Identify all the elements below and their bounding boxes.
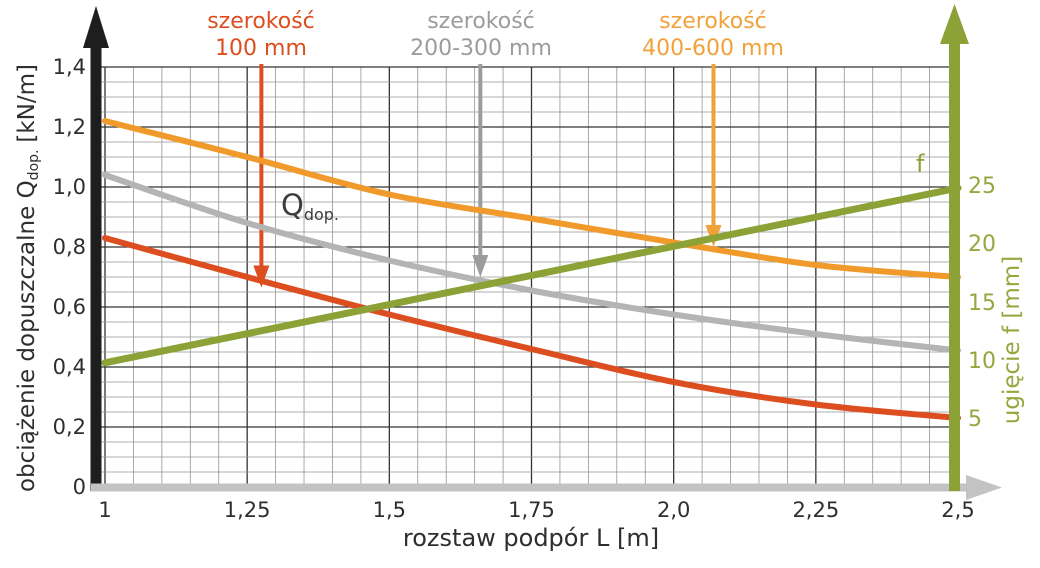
y-right-tick-label: 10 [968, 348, 996, 374]
y-left-tick-label: 1,4 [52, 55, 86, 79]
y-right-tick-label: 15 [968, 290, 996, 316]
annotation-label-1-line2: 200-300 mm [410, 36, 552, 61]
annotation-arrow-1 [472, 64, 489, 277]
curve-szeroko-100-mm [102, 235, 962, 421]
y-axis-right [940, 4, 969, 491]
annotation-label-2: szerokość 400-600 mm [603, 8, 823, 62]
annotation-label-0-line2: 100 mm [215, 36, 307, 61]
annotation-label-2-line1: szerokość [659, 9, 767, 34]
y-left-tick-label: 0,4 [52, 355, 86, 379]
x-tick-label: 2,0 [656, 498, 691, 522]
x-tick-label: 2,5 [941, 498, 975, 522]
x-tick-label: 2,25 [792, 498, 840, 522]
y-left-tick-label: 0 [72, 475, 86, 499]
y-left-title-text: obciążenie dopuszczalne Q [14, 180, 40, 493]
y-axis-left [83, 6, 109, 491]
annotation-arrow-0 [253, 64, 270, 288]
x-tick-label: 1,5 [372, 498, 407, 522]
y-left-tick-label: 0,6 [52, 295, 86, 319]
y-left-tick-label: 1,0 [52, 175, 86, 199]
annotation-label-1: szerokość 200-300 mm [371, 8, 591, 62]
x-tick-label: 1,75 [508, 498, 555, 522]
annotation-label-0: szerokość 100 mm [151, 8, 371, 62]
f-curve-label: f [916, 150, 925, 178]
curve-szeroko-400-600-mm [102, 118, 962, 280]
annotation-label-0-line1: szerokość [207, 9, 315, 34]
y-left-tick-label: 1,2 [52, 115, 86, 139]
annotation-label-2-line2: 400-600 mm [642, 36, 784, 61]
qdop-symbol: Q [281, 188, 304, 222]
x-axis [91, 475, 1002, 500]
y-right-tick-label: 25 [968, 173, 996, 199]
y-left-tick-label: 0,2 [52, 415, 86, 439]
x-tick-label: 1 [98, 498, 112, 522]
y-right-tick-label: 5 [968, 407, 982, 433]
qdop-curve-label: Qdop. [281, 188, 339, 224]
y-right-tick-label: 20 [968, 232, 996, 258]
curve-f [101, 184, 962, 367]
x-axis-title: rozstaw podpór L [m] [402, 524, 660, 552]
annotation-arrow-2 [705, 64, 722, 247]
y-left-tick-label: 0,8 [52, 235, 86, 259]
qdop-subscript: dop. [303, 205, 340, 224]
x-tick-label: 1,25 [223, 498, 271, 522]
annotation-label-1-line1: szerokość [427, 9, 535, 34]
curve-szeroko-200-300-mm [102, 172, 962, 354]
